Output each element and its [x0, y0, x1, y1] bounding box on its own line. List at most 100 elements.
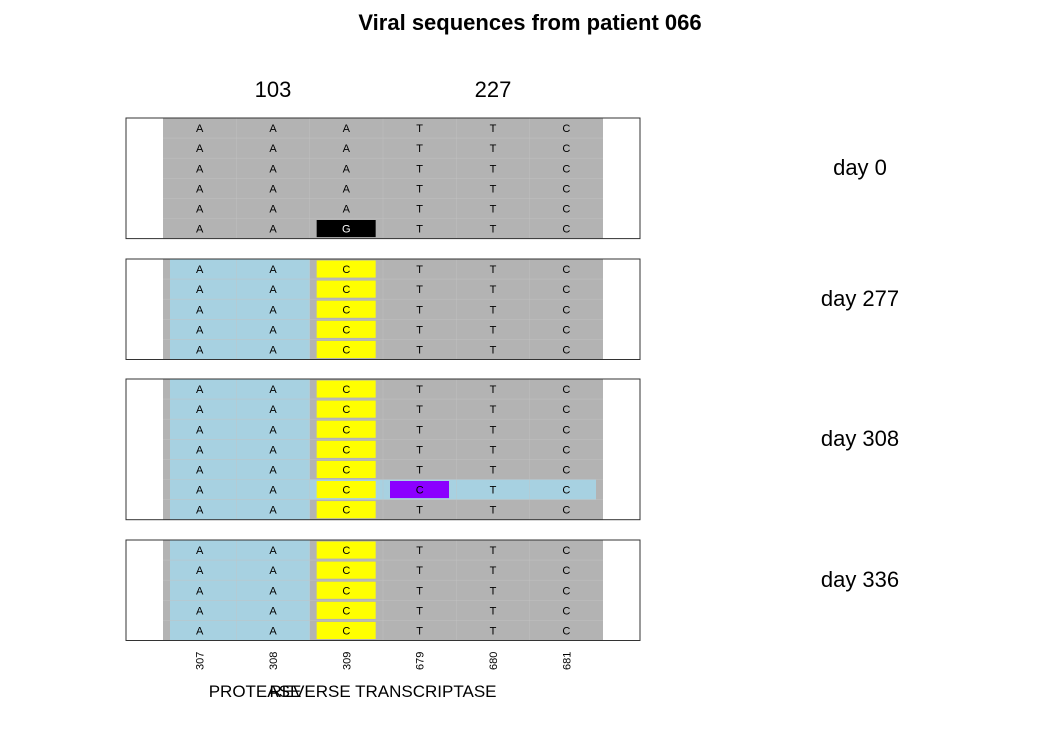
base-letter: C	[562, 224, 570, 236]
variant-row-highlight	[170, 459, 310, 480]
base-letter: C	[562, 324, 570, 336]
base-letter: C	[562, 565, 570, 577]
base-letter: C	[342, 304, 350, 316]
variant-row-highlight	[170, 499, 310, 520]
base-letter: T	[490, 324, 497, 336]
base-letter: A	[269, 424, 277, 436]
base-letter: T	[490, 304, 497, 316]
base-letter: C	[342, 505, 350, 517]
base-letter: T	[416, 444, 423, 456]
base-letter: C	[562, 123, 570, 135]
base-letter: T	[416, 605, 423, 617]
base-letter: A	[196, 384, 204, 396]
base-letter: A	[196, 505, 204, 517]
base-letter: T	[490, 344, 497, 356]
base-letter: T	[490, 545, 497, 557]
variant-row-highlight	[170, 339, 310, 360]
mutation-mark	[316, 541, 376, 559]
base-letter: A	[343, 203, 351, 215]
base-letter: A	[343, 183, 351, 195]
mutation-mark	[316, 220, 376, 238]
panel-border	[125, 378, 641, 521]
mutation-mark	[316, 581, 376, 599]
base-letter: T	[490, 444, 497, 456]
base-letter: A	[269, 485, 277, 497]
base-letter: C	[562, 585, 570, 597]
base-letter: C	[342, 485, 350, 497]
mutation-mark	[316, 280, 376, 298]
base-letter: A	[196, 444, 204, 456]
base-letter: A	[196, 304, 204, 316]
figure-title: Viral sequences from patient 066	[358, 10, 701, 35]
base-letter: T	[416, 565, 423, 577]
base-letter: C	[562, 264, 570, 276]
panel-border	[125, 539, 641, 641]
base-letter: T	[416, 143, 423, 155]
base-letter: C	[342, 444, 350, 456]
base-letter: A	[196, 485, 204, 497]
mutation-mark	[316, 440, 376, 458]
base-letter: A	[269, 545, 277, 557]
base-letter: T	[416, 344, 423, 356]
region-label-reverse-transcriptase: REVERSE TRANSCRIPTASE	[269, 682, 496, 701]
base-letter: C	[342, 404, 350, 416]
base-letter: T	[416, 625, 423, 637]
panel-day-label: day 308	[821, 426, 899, 451]
base-letter: A	[196, 203, 204, 215]
variant-row-highlight	[170, 600, 310, 621]
base-letter: T	[416, 384, 423, 396]
base-letter: T	[416, 545, 423, 557]
panel-border	[125, 117, 641, 240]
panel-day-label: day 336	[821, 567, 899, 592]
mutation-mark	[316, 601, 376, 619]
base-letter: T	[490, 384, 497, 396]
variant-row-highlight	[170, 299, 310, 320]
base-letter: T	[416, 264, 423, 276]
base-letter: T	[416, 224, 423, 236]
base-letter: C	[342, 284, 350, 296]
base-letter: A	[196, 163, 204, 175]
base-letter: T	[416, 203, 423, 215]
base-letter: A	[196, 424, 204, 436]
panel-border	[125, 258, 641, 360]
base-letter: C	[342, 384, 350, 396]
base-letter: T	[416, 324, 423, 336]
mutation-mark	[316, 460, 376, 478]
base-letter: A	[269, 585, 277, 597]
base-letter: A	[269, 143, 277, 155]
variant-row-highlight	[170, 580, 310, 601]
base-letter: T	[416, 304, 423, 316]
base-letter: A	[269, 163, 277, 175]
base-letter: A	[269, 264, 277, 276]
site-axis-labels: 307 308 309 679 680 681	[195, 652, 574, 670]
variant-row-highlight	[170, 620, 310, 641]
base-letter: A	[196, 344, 204, 356]
base-letter: C	[562, 505, 570, 517]
base-letter: C	[342, 424, 350, 436]
base-letter: T	[490, 485, 497, 497]
base-letter: A	[269, 444, 277, 456]
site-label: 679	[415, 652, 427, 670]
base-letter: C	[562, 625, 570, 637]
base-letter: C	[562, 464, 570, 476]
base-letter: T	[416, 123, 423, 135]
base-letter: A	[269, 625, 277, 637]
base-letter: T	[490, 424, 497, 436]
base-letter: A	[196, 224, 204, 236]
base-letter: A	[196, 625, 204, 637]
panel-0: A A A T T CA A A T T CA A A T T CA A A T T CA A A T T CA A G T T Cday …	[125, 117, 887, 240]
base-letter: A	[269, 404, 277, 416]
base-letter: C	[562, 183, 570, 195]
base-letter: A	[196, 183, 204, 195]
base-letter: G	[342, 224, 351, 236]
base-letter: T	[490, 224, 497, 236]
base-letter: T	[416, 163, 423, 175]
base-letter: C	[562, 605, 570, 617]
base-letter: C	[562, 384, 570, 396]
mutation-mark	[316, 561, 376, 579]
base-letter: A	[269, 123, 277, 135]
base-letter: A	[269, 324, 277, 336]
base-letter: C	[562, 545, 570, 557]
